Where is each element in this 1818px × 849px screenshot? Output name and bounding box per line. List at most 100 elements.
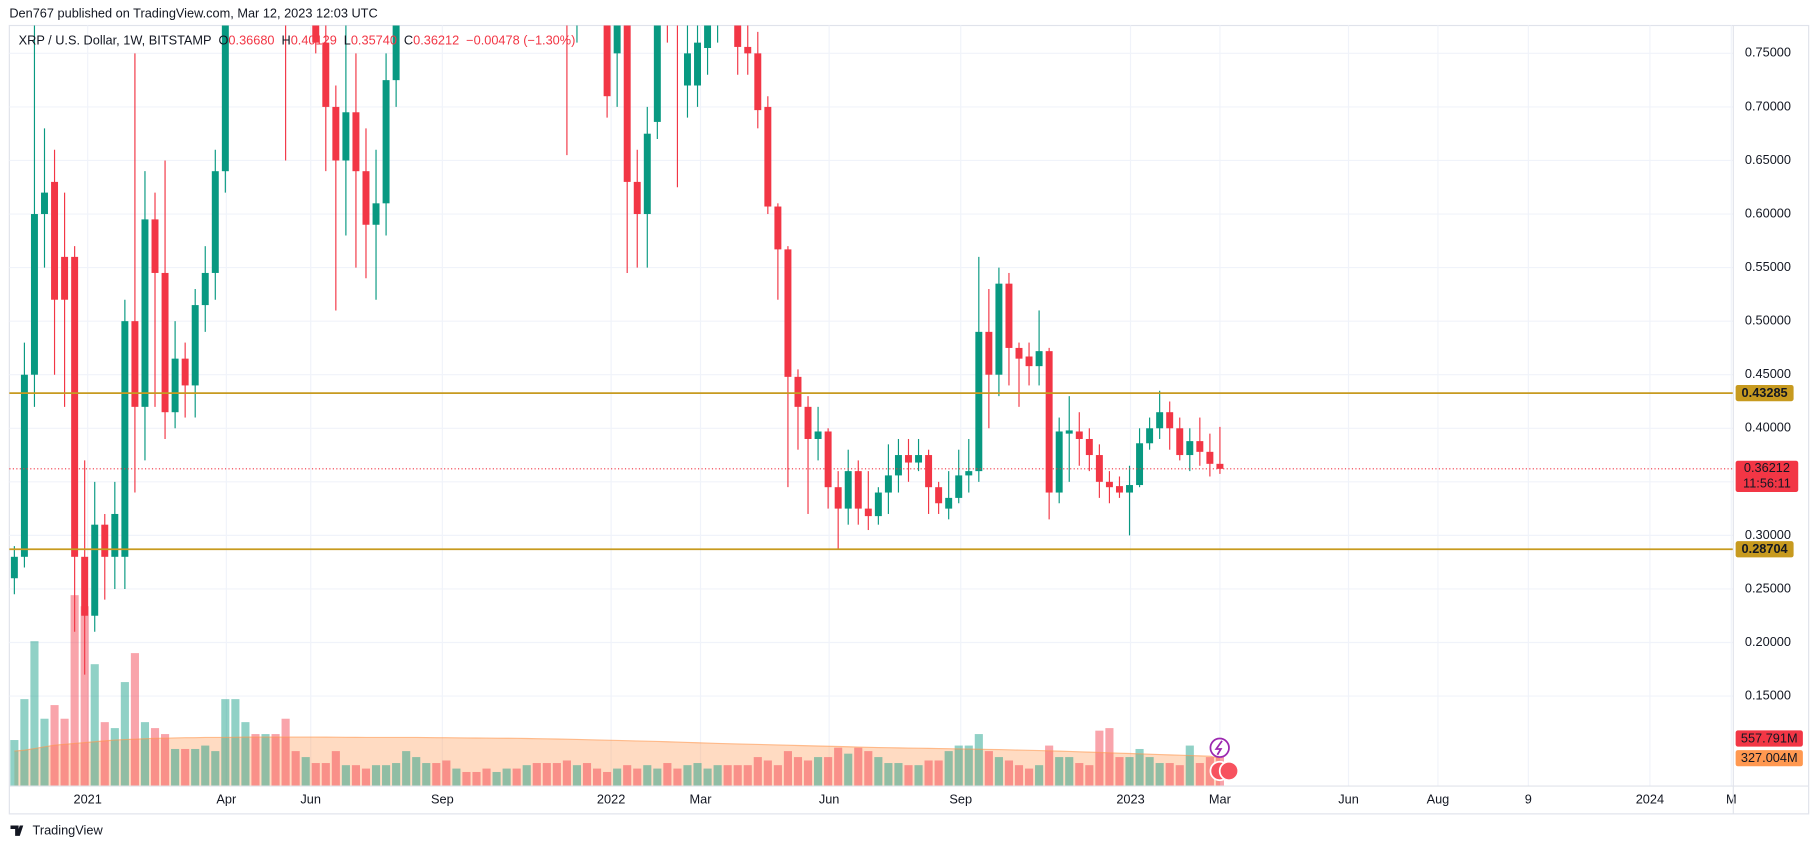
volume-bar <box>40 718 49 787</box>
volume-bar <box>733 765 742 787</box>
candle-body <box>854 471 862 509</box>
candle-body <box>945 497 953 509</box>
volume-bar <box>160 734 170 787</box>
candle-body <box>332 106 340 161</box>
volume-bar <box>1115 757 1124 787</box>
countdown: 11:56:11 <box>1743 475 1791 490</box>
volume-bar <box>592 768 602 787</box>
volume-bar <box>60 718 69 787</box>
volume-ma-label: 327.004M <box>1741 750 1798 765</box>
x-tick-label: 2024 <box>1636 791 1664 806</box>
candle-body <box>111 513 119 557</box>
volume-ma-label-box <box>1735 750 1803 767</box>
volume-bar <box>442 760 451 787</box>
candle-body <box>784 249 792 377</box>
candle-body <box>101 524 109 557</box>
volume-bar <box>723 765 732 787</box>
candle-body <box>1075 431 1083 439</box>
candle-body <box>1065 430 1073 434</box>
candle-body <box>312 25 320 43</box>
volume-bar <box>884 763 893 787</box>
candle-body <box>191 305 199 386</box>
volume-bar <box>793 757 803 787</box>
volume-bar <box>904 765 913 787</box>
candle-body <box>201 272 209 306</box>
candle-body <box>834 487 842 509</box>
volume-bar <box>482 768 491 787</box>
candle-body <box>1196 441 1204 452</box>
volume-bar <box>80 606 89 787</box>
grid <box>9 25 1734 787</box>
y-tick-label: 0.40000 <box>1745 420 1791 435</box>
candle-body <box>1206 451 1214 464</box>
logo-mark <box>10 825 24 836</box>
candle-body <box>965 471 973 476</box>
volume-bar <box>140 722 150 787</box>
legend-change: −0.00478 (−1.30%) <box>466 33 575 48</box>
volume-bar <box>834 747 843 787</box>
legend-key: L <box>344 33 351 48</box>
volume-bar <box>572 765 582 787</box>
volume-bar <box>934 760 943 787</box>
volume-bar <box>20 699 29 787</box>
volume-bar <box>1195 763 1204 787</box>
candle-body <box>603 25 611 97</box>
legend-value: 0.35740 <box>351 33 397 48</box>
candle-body <box>131 321 139 407</box>
volume-bar <box>743 765 752 787</box>
candle-body <box>824 431 832 488</box>
volume-bar <box>1155 763 1164 787</box>
candle-body <box>794 376 802 407</box>
volume-bar <box>90 664 99 787</box>
volume-bar <box>432 763 441 787</box>
volume-bar <box>1004 760 1014 787</box>
candle-body <box>1055 431 1063 493</box>
candle-body <box>804 406 812 439</box>
candle-body <box>392 25 400 81</box>
candle-body <box>653 25 661 122</box>
volume-bar <box>1145 757 1154 787</box>
volume-bar <box>1055 757 1064 787</box>
candle-body <box>322 42 330 107</box>
candle-body <box>754 53 762 111</box>
volume-bar <box>623 765 632 787</box>
volume-bar <box>502 768 511 787</box>
frame <box>8 24 1810 815</box>
event-icon[interactable] <box>1218 760 1240 782</box>
volume-bar <box>402 751 411 787</box>
x-tick-label: Jun <box>1338 791 1359 806</box>
volume-bar <box>814 757 823 787</box>
candle-body <box>1005 283 1013 348</box>
event-icon[interactable] <box>1209 737 1230 758</box>
candle-body <box>633 181 641 215</box>
volume-ma-line <box>14 736 1221 759</box>
candle-body <box>744 46 752 54</box>
volume-bar <box>984 751 993 787</box>
volume-bar <box>844 753 853 787</box>
volume-bar <box>673 768 682 787</box>
level-label: 0.43285 <box>1742 385 1788 400</box>
volume-bar <box>150 728 160 787</box>
volume-bar <box>341 765 350 787</box>
volume-bar <box>261 734 270 787</box>
legend-key: O <box>219 33 229 48</box>
candle-body <box>41 192 48 215</box>
volume-bar <box>954 745 963 787</box>
x-tick-label: Jun <box>819 791 840 806</box>
candle-body <box>211 171 219 273</box>
candle-body <box>1136 443 1144 486</box>
y-tick-label: 0.60000 <box>1745 205 1791 220</box>
candle-body <box>1025 356 1033 367</box>
candle-body <box>30 214 38 375</box>
footer-logo <box>10 825 24 836</box>
candle-body <box>91 524 99 616</box>
volume-bar <box>914 765 923 787</box>
volume-bar <box>382 765 391 787</box>
y-tick-label: 0.50000 <box>1745 313 1791 328</box>
candle-body <box>935 487 943 504</box>
candle-body <box>161 272 169 413</box>
volume-bar <box>633 768 642 787</box>
volume-bar <box>964 745 973 787</box>
legend-value: 0.36680 <box>228 33 274 48</box>
